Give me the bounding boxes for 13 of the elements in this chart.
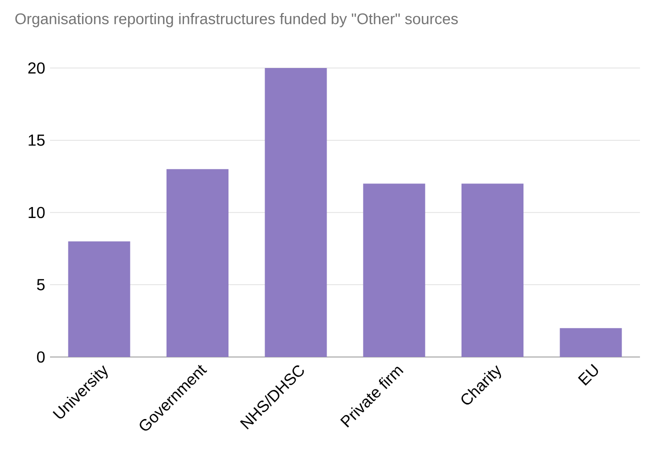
bar — [461, 184, 524, 357]
bar — [166, 169, 228, 357]
x-tick-label: EU — [578, 364, 598, 386]
y-tick-label: 15 — [28, 134, 45, 146]
y-tick-label: 20 — [28, 62, 45, 74]
y-tick-label: 0 — [37, 351, 45, 363]
bar — [363, 184, 426, 357]
bar — [68, 241, 130, 357]
bar — [264, 68, 327, 357]
y-tick-label: 10 — [28, 206, 45, 218]
bar — [560, 328, 622, 357]
chart-title: Organisations reporting infrastructures funded by "Other" sources — [15, 12, 458, 28]
y-tick-label: 5 — [37, 279, 45, 290]
